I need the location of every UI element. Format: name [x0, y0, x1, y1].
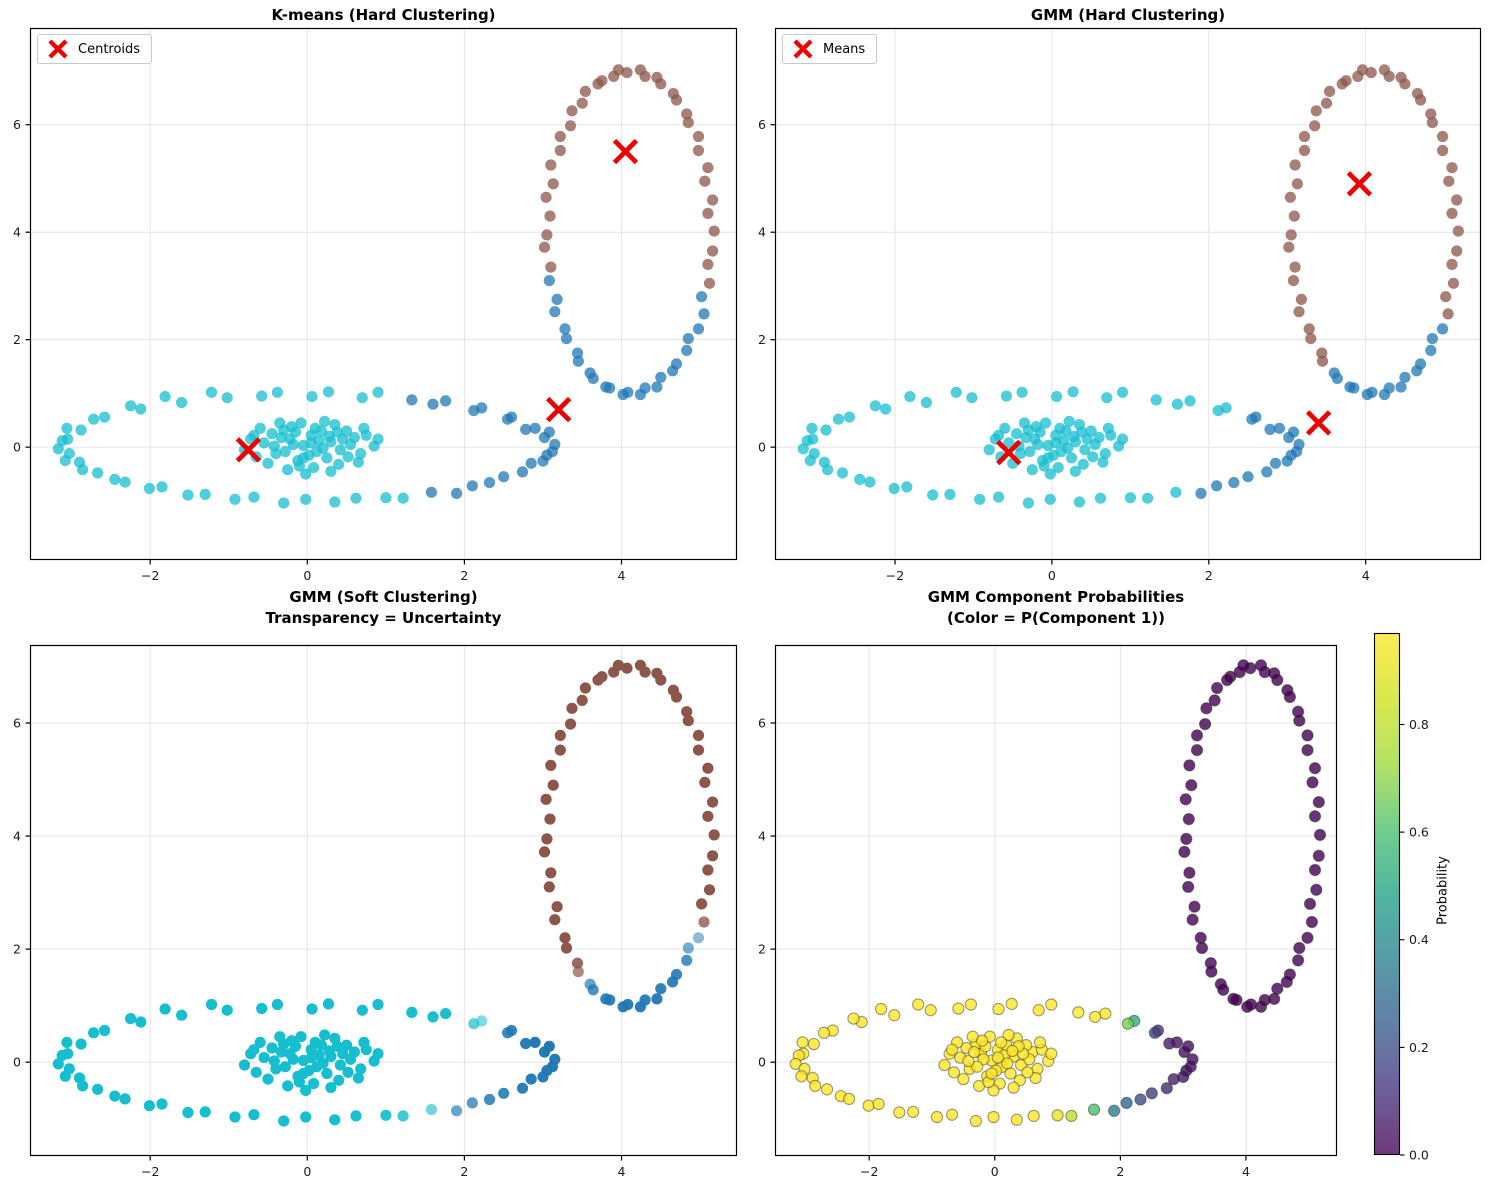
colorbar-tick-label: 0.6 [1409, 825, 1429, 840]
panel-title-gmm-prob-line1: GMM Component Probabilities [927, 588, 1185, 606]
x-tick-label: 2 [1116, 1164, 1124, 1179]
y-tick-label: 6 [13, 117, 21, 132]
y-tick-label: 2 [758, 942, 766, 957]
y-tick-label: 0 [13, 1055, 21, 1070]
panel-title-gmm-soft-line2: Transparency = Uncertainty [265, 609, 502, 627]
y-tick-label: 2 [758, 332, 766, 347]
x-tick-label: 0 [991, 1164, 999, 1179]
y-tick-label: 6 [758, 716, 766, 731]
colorbar-tick-label: 0.4 [1409, 932, 1429, 947]
x-marker-icon [48, 39, 68, 59]
plot-kmeans-hard: −2 0 2 4 0 2 4 6 [13, 27, 738, 583]
panel-title-gmm-prob: GMM Component Probabilities (Color = P(C… [775, 587, 1337, 629]
y-tick-label: 0 [758, 440, 766, 455]
y-tick-label: 4 [13, 829, 21, 844]
legend-means: Means [782, 34, 878, 64]
x-tick-label: 4 [618, 1164, 626, 1179]
legend-centroids-label: Centroids [78, 41, 141, 57]
colorbar: 0.0 0.2 0.4 0.6 0.8 [1373, 632, 1429, 1163]
y-tick-label: 0 [13, 440, 21, 455]
plot-gmm-hard: −2 0 2 4 0 2 4 6 [758, 27, 1482, 583]
plot-gmm-prob: −2 0 2 4 0 2 4 6 [758, 644, 1338, 1179]
colorbar-tick-label: 0.8 [1409, 717, 1429, 732]
x-tick-label: −2 [886, 568, 904, 583]
y-tick-label: 6 [13, 716, 21, 731]
y-tick-label: 4 [758, 225, 766, 240]
y-tick-label: 4 [13, 225, 21, 240]
y-tick-label: 2 [13, 942, 21, 957]
y-tick-label: 2 [13, 332, 21, 347]
panel-title-gmm-soft-line1: GMM (Soft Clustering) [289, 588, 478, 606]
x-marker-icon [793, 39, 813, 59]
panel-title-gmm-hard: GMM (Hard Clustering) [1030, 6, 1226, 24]
legend-centroids: Centroids [37, 34, 153, 64]
colorbar-tick-label: 0.0 [1409, 1148, 1429, 1163]
y-tick-label: 0 [758, 1055, 766, 1070]
x-tick-label: 2 [460, 568, 468, 583]
x-tick-label: 2 [1205, 568, 1213, 583]
x-tick-label: −2 [141, 568, 159, 583]
x-tick-label: 4 [1362, 568, 1370, 583]
x-tick-label: 0 [303, 1164, 311, 1179]
colorbar-tick-label: 0.2 [1409, 1040, 1429, 1055]
colorbar-label: Probability [1435, 856, 1451, 925]
plot-gmm-soft: −2 0 2 4 0 2 4 6 [13, 644, 738, 1179]
x-tick-label: −2 [860, 1164, 878, 1179]
x-tick-label: 0 [303, 568, 311, 583]
panel-title-gmm-soft: GMM (Soft Clustering) Transparency = Unc… [30, 587, 737, 629]
panel-title-gmm-prob-line2: (Color = P(Component 1)) [947, 609, 1165, 627]
y-tick-label: 4 [758, 829, 766, 844]
y-tick-label: 6 [758, 117, 766, 132]
x-tick-label: 4 [618, 568, 626, 583]
x-tick-label: −2 [141, 1164, 159, 1179]
panel-title-kmeans-hard: K-means (Hard Clustering) [271, 6, 496, 24]
legend-means-label: Means [823, 41, 866, 57]
x-tick-label: 0 [1048, 568, 1056, 583]
x-tick-label: 4 [1242, 1164, 1250, 1179]
x-tick-label: 2 [460, 1164, 468, 1179]
